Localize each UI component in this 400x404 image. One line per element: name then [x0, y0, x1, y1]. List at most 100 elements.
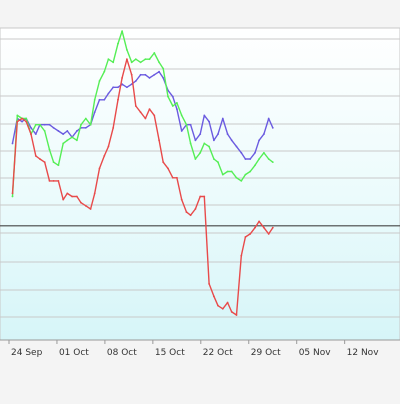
data-point [11, 142, 14, 145]
data-point [254, 164, 256, 167]
data-point [75, 130, 78, 132]
data-point [43, 130, 46, 132]
data-point [62, 133, 65, 135]
data-point [39, 123, 41, 126]
data-point [267, 117, 270, 120]
data-point [158, 139, 160, 142]
data-point [235, 176, 238, 179]
data-point [158, 70, 160, 73]
data-point [103, 70, 106, 73]
gridlines [0, 38, 400, 318]
data-point [84, 117, 87, 120]
data-point [271, 161, 274, 164]
data-point [263, 133, 265, 135]
data-point [121, 30, 124, 33]
data-point [52, 126, 55, 129]
data-point [162, 67, 165, 70]
data-point [34, 133, 37, 135]
data-point [254, 226, 256, 229]
data-point [235, 145, 238, 148]
data-point [107, 145, 110, 148]
data-point [126, 58, 128, 61]
data-point [134, 105, 137, 107]
data-point [235, 314, 238, 316]
data-point [43, 161, 46, 164]
data-point [240, 254, 243, 257]
data-point [139, 61, 142, 64]
data-point [103, 98, 106, 101]
data-point [263, 226, 265, 229]
data-point [171, 176, 174, 179]
data-point [153, 114, 156, 117]
data-point [249, 158, 252, 160]
data-point [117, 86, 119, 89]
data-point [244, 158, 247, 160]
data-point [263, 151, 265, 154]
data-point [39, 158, 41, 160]
data-point [57, 130, 60, 132]
data-point [171, 105, 174, 107]
data-point [52, 179, 55, 182]
data-point [112, 61, 115, 64]
data-point [208, 120, 211, 123]
data-point [212, 139, 215, 142]
data-point [71, 195, 73, 198]
data-point [98, 167, 101, 170]
data-point [189, 214, 192, 217]
data-point [48, 179, 51, 182]
x-tick-label: 29 Oct [251, 348, 281, 358]
x-tick-label: 01 Oct [59, 348, 89, 358]
data-point [144, 73, 147, 76]
data-point [121, 77, 124, 79]
data-point [107, 92, 110, 95]
data-point [134, 80, 137, 82]
data-point [180, 130, 183, 132]
data-point [57, 164, 60, 167]
data-point [103, 155, 106, 157]
data-point [203, 195, 206, 198]
data-point [217, 304, 219, 307]
data-point [230, 170, 233, 173]
data-point [240, 151, 243, 154]
x-tick-label: 12 Nov [347, 348, 380, 358]
data-point [167, 167, 169, 170]
data-point [194, 208, 197, 210]
data-point [25, 117, 28, 120]
data-point [180, 114, 183, 117]
data-point [144, 117, 147, 120]
data-point [75, 139, 78, 142]
data-point [112, 86, 115, 89]
data-point [153, 73, 156, 76]
data-point [226, 170, 229, 173]
data-point [89, 208, 92, 210]
data-point [126, 86, 128, 89]
series-line-0 [11, 70, 274, 160]
data-point [148, 77, 151, 79]
data-point [84, 204, 87, 207]
data-point [162, 77, 165, 79]
data-point [212, 158, 215, 160]
data-point [84, 126, 87, 129]
data-point [258, 158, 261, 160]
data-point [148, 108, 151, 111]
x-tick-label: 15 Oct [155, 348, 185, 358]
data-point [134, 58, 137, 61]
data-point [98, 80, 101, 82]
data-point [171, 95, 174, 98]
data-point [21, 120, 23, 123]
data-point [194, 139, 197, 142]
data-point [130, 83, 133, 86]
data-point [230, 139, 233, 142]
data-point [203, 142, 206, 145]
data-point [221, 307, 224, 310]
data-point [244, 173, 247, 176]
data-point [62, 142, 65, 145]
data-point [217, 161, 219, 164]
data-point [117, 98, 119, 101]
x-tick-label: 05 Nov [299, 348, 332, 358]
data-point [93, 98, 96, 101]
data-point [117, 42, 119, 45]
data-point [258, 220, 261, 223]
data-point [176, 176, 178, 179]
